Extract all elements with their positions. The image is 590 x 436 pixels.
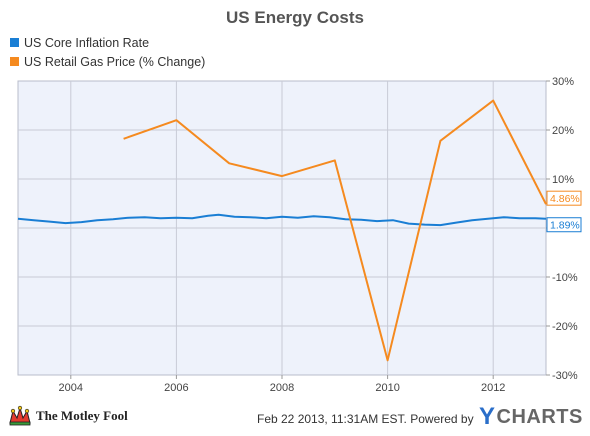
end-label-box xyxy=(546,217,582,233)
legend-label-gas-price: US Retail Gas Price (% Change) xyxy=(24,54,206,69)
y-tick-label: 30% xyxy=(552,76,574,88)
jester-hat-icon xyxy=(9,405,31,426)
motley-fool-text: The Motley Fool xyxy=(36,408,128,423)
end-label-gas-price: 4.86% xyxy=(546,190,582,206)
y-tick-label: -30% xyxy=(552,370,578,382)
legend-swatch-inflation xyxy=(10,38,19,47)
end-label-box xyxy=(546,190,582,206)
x-tick-label: 2012 xyxy=(481,382,505,394)
legend-item-inflation[interactable]: US Core Inflation Rate xyxy=(10,33,205,52)
ycharts-wordmark: CHARTS xyxy=(496,405,583,428)
timestamp-text: Feb 22 2013, 11:31AM EST. xyxy=(257,412,407,426)
powered-by-text: Powered by xyxy=(410,412,474,426)
footer-timestamp: Feb 22 2013, 11:31AM EST. Powered by xyxy=(257,412,474,426)
chart-title: US Energy Costs xyxy=(226,8,364,27)
legend-swatch-gas-price xyxy=(10,57,19,66)
y-tick-label: 10% xyxy=(552,174,574,186)
legend-label-inflation: US Core Inflation Rate xyxy=(24,35,150,50)
ycharts-y-mark: Y xyxy=(479,403,496,430)
series-line-gas-price[interactable] xyxy=(123,99,547,362)
end-label-inflation: 1.89% xyxy=(546,217,582,233)
y-tick-label: -20% xyxy=(552,321,578,333)
end-label-text: 1.89% xyxy=(550,220,580,232)
ycharts-logo[interactable]: Y CHARTS xyxy=(479,403,583,431)
motley-fool-logo[interactable]: The Motley Fool xyxy=(8,402,128,430)
x-tick-label: 2006 xyxy=(164,382,188,394)
chart-legend: US Core Inflation Rate US Retail Gas Pri… xyxy=(10,33,205,71)
x-tick-label: 2010 xyxy=(375,382,399,394)
end-label-text: 4.86% xyxy=(550,193,580,205)
series-line-inflation[interactable] xyxy=(17,213,547,227)
y-tick-label: 20% xyxy=(552,125,574,137)
y-tick-label: -10% xyxy=(552,272,578,284)
x-tick-label: 2004 xyxy=(59,382,83,394)
x-tick-label: 2008 xyxy=(270,382,294,394)
legend-item-gas-price[interactable]: US Retail Gas Price (% Change) xyxy=(10,52,205,71)
